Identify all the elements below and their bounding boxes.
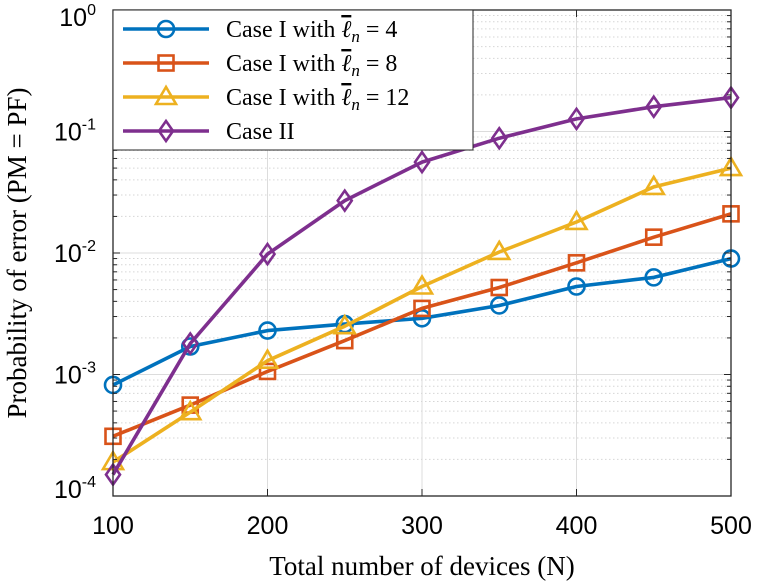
x-tick-label: 400	[556, 512, 598, 540]
legend-label: Case II	[226, 119, 295, 145]
x-tick-label: 300	[401, 512, 443, 540]
x-tick-label: 200	[247, 512, 289, 540]
data-point	[332, 313, 358, 335]
data-point	[644, 228, 663, 246]
y-tick-label: 10-4	[54, 474, 96, 504]
y-axis-label: Probability of error (PM = PF)	[2, 88, 32, 419]
x-axis-label: Total number of devices (N)	[269, 551, 575, 581]
legend-label: Case I with ℓn = 12	[226, 85, 409, 114]
data-point	[564, 209, 589, 231]
legend-entry-4: Case II	[123, 118, 295, 145]
legend-entry-3: Case I with ℓn = 12	[123, 84, 409, 114]
series-line	[112, 256, 732, 387]
data-point	[413, 149, 431, 175]
series-line	[111, 95, 732, 476]
legend-marker	[153, 84, 179, 106]
y-tick-label: 10-2	[54, 238, 96, 268]
x-tick-label: 500	[710, 512, 752, 540]
legend-marker	[157, 118, 175, 144]
series-line	[112, 166, 732, 464]
data-point	[409, 273, 435, 295]
data-point	[567, 106, 586, 132]
legend-entry-2: Case I with ℓn = 8	[123, 51, 397, 80]
data-point	[490, 125, 508, 151]
data-point	[336, 188, 354, 213]
legend-label: Case I with ℓn = 4	[226, 17, 397, 46]
y-tick-label: 10-1	[54, 117, 96, 147]
data-point	[181, 331, 199, 356]
data-point	[645, 94, 663, 119]
data-point	[486, 239, 512, 261]
data-point	[258, 362, 277, 381]
data-point	[641, 174, 667, 196]
data-point	[490, 278, 509, 297]
y-tick-label: 100	[59, 2, 96, 32]
tick-labels: 100 200 300 400 500 10-4 10-3 10-2 10-1 100	[54, 2, 752, 540]
data-point	[644, 268, 664, 287]
legend-entry-1: Case I with ℓn = 4	[123, 17, 397, 46]
series-3	[100, 155, 744, 471]
x-tick-label: 100	[92, 512, 134, 540]
data-point	[258, 321, 277, 340]
data-point	[489, 296, 509, 315]
legend: Case I with ℓn = 4 Case I with ℓn = 8 Case…	[112, 9, 474, 151]
y-tick-label: 10-3	[54, 360, 96, 390]
data-point	[567, 277, 586, 296]
data-point	[255, 348, 280, 369]
data-point	[567, 254, 586, 272]
data-point	[258, 241, 277, 267]
legend-label: Case I with ℓn = 8	[226, 51, 397, 80]
legend-marker	[156, 19, 176, 39]
data-point	[413, 299, 431, 318]
data-point	[177, 399, 203, 421]
legend-marker	[157, 54, 175, 72]
